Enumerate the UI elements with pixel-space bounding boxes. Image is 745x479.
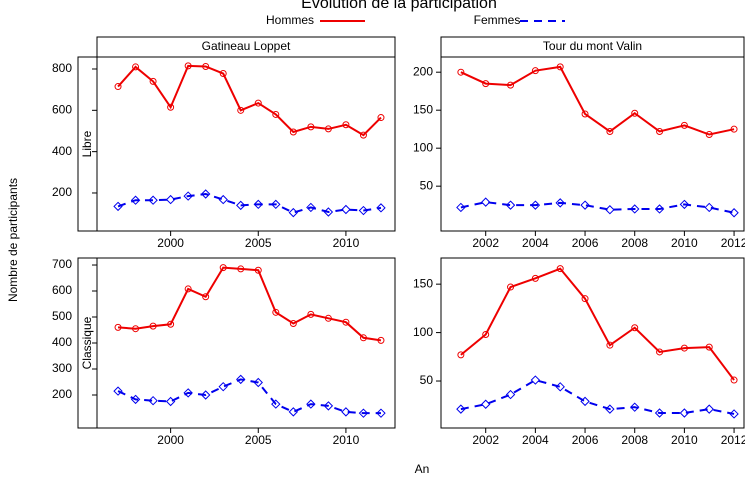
- panel: [97, 258, 395, 428]
- y-tick-label: 300: [52, 361, 72, 375]
- point: [167, 397, 175, 405]
- chart-title: Évolution de la participation: [301, 0, 497, 12]
- series-line: [118, 268, 381, 341]
- y-tick-label: 200: [413, 64, 433, 78]
- y-axis-label: Nombre de participants: [6, 178, 20, 302]
- y-tick-label: 150: [413, 276, 433, 290]
- point: [219, 383, 227, 391]
- point: [581, 397, 589, 405]
- legend-label: Hommes: [266, 13, 314, 27]
- y-tick-label: 400: [52, 144, 72, 158]
- x-tick-label: 2005: [245, 236, 272, 250]
- series-line: [461, 380, 734, 414]
- y-tick-label: 800: [52, 61, 72, 75]
- strip-label: Libre: [80, 130, 94, 157]
- series-line: [118, 379, 381, 413]
- x-tick-label: 2008: [621, 433, 648, 447]
- x-tick-label: 2010: [671, 433, 698, 447]
- y-tick-label: 100: [413, 325, 433, 339]
- x-tick-label: 2002: [472, 236, 499, 250]
- y-tick-label: 400: [52, 335, 72, 349]
- point: [507, 391, 515, 399]
- strip-label: Gatineau Loppet: [202, 39, 291, 53]
- y-tick-label: 50: [420, 373, 434, 387]
- y-tick-label: 200: [52, 387, 72, 401]
- series-line: [461, 269, 734, 380]
- x-tick-label: 2005: [245, 433, 272, 447]
- x-tick-label: 2010: [333, 433, 360, 447]
- series-line: [118, 66, 381, 135]
- y-tick-label: 600: [52, 283, 72, 297]
- y-tick-label: 50: [420, 178, 434, 192]
- strip-label: Tour du mont Valin: [543, 39, 642, 53]
- y-tick-label: 150: [413, 102, 433, 116]
- x-tick-label: 2012: [721, 433, 745, 447]
- chart: Évolution de la participation An Nombre …: [0, 0, 745, 479]
- x-tick-label: 2010: [333, 236, 360, 250]
- y-tick-label: 500: [52, 309, 72, 323]
- y-tick-label: 100: [413, 140, 433, 154]
- series-line: [461, 202, 734, 213]
- x-tick-label: 2008: [621, 236, 648, 250]
- x-tick-label: 2002: [472, 433, 499, 447]
- point: [482, 400, 490, 408]
- point: [531, 376, 539, 384]
- x-tick-label: 2006: [572, 236, 599, 250]
- y-tick-label: 700: [52, 257, 72, 271]
- series-line: [461, 67, 734, 135]
- x-tick-label: 2012: [721, 236, 745, 250]
- x-axis-label: An: [415, 462, 430, 476]
- y-tick-label: 200: [52, 185, 72, 199]
- x-tick-label: 2004: [522, 236, 549, 250]
- y-tick-label: 600: [52, 102, 72, 116]
- x-tick-label: 2000: [157, 433, 184, 447]
- x-tick-label: 2010: [671, 236, 698, 250]
- x-tick-label: 2000: [157, 236, 184, 250]
- legend-label: Femmes: [474, 13, 521, 27]
- point: [289, 408, 297, 416]
- panel: [441, 258, 744, 428]
- x-tick-label: 2004: [522, 433, 549, 447]
- x-tick-label: 2006: [572, 433, 599, 447]
